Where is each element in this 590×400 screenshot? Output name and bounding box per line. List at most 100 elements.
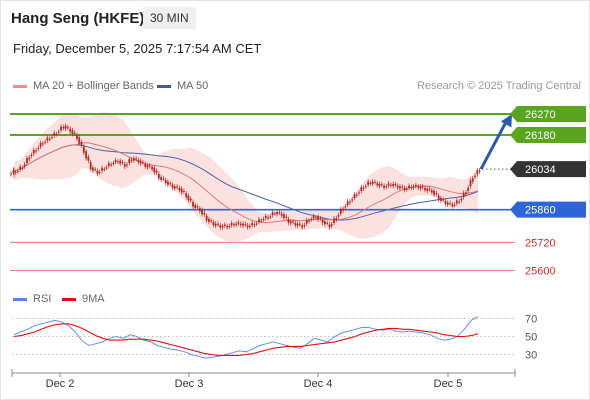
candle-body-6-0 — [51, 137, 53, 139]
candle-body-5-1 — [46, 137, 49, 141]
candle-body-62-2 — [437, 195, 440, 200]
candle-body-29-0 — [207, 219, 210, 222]
candle-body-60-1 — [421, 186, 424, 188]
candle-body-39-1 — [278, 212, 281, 214]
candle-body-29-2 — [212, 222, 215, 226]
candle-body-11-1 — [87, 156, 90, 161]
level-tag-1 — [510, 127, 586, 143]
candle-body-10-0 — [78, 137, 81, 144]
candle-body-49-1 — [346, 201, 349, 205]
candle-body-41-0 — [289, 221, 292, 224]
candle-body-31-0 — [221, 226, 224, 228]
candle-body-10-1 — [80, 142, 83, 146]
candle-body-28-1 — [203, 212, 206, 215]
candle-body-63-2 — [444, 201, 447, 205]
candle-body-52-1 — [367, 181, 370, 185]
candle-body-38-0 — [269, 216, 272, 218]
candle-body-40-0 — [283, 214, 285, 219]
candle-body-16-0 — [119, 160, 122, 164]
candle-body-63-0 — [439, 198, 442, 201]
candle-body-46-1 — [326, 222, 329, 224]
candle-body-13-0 — [98, 172, 101, 174]
candle-body-47-1 — [333, 218, 335, 223]
candle-body-22-2 — [164, 180, 167, 184]
candle-body-59-0 — [412, 186, 415, 188]
candle-body-13-2 — [103, 169, 106, 171]
candle-body-21-2 — [157, 173, 160, 179]
candle-body-35-1 — [251, 223, 254, 226]
candle-body-45-1 — [319, 218, 322, 220]
candle-body-0-0 — [10, 173, 12, 175]
candle-body-56-0 — [392, 184, 395, 187]
rsi-tick-label-0: 70 — [525, 314, 537, 326]
candles-group — [10, 123, 481, 230]
bollinger-band — [14, 112, 478, 242]
datetime-label: Friday, December 5, 2025 7:17:54 AM CET — [13, 41, 262, 56]
candle-body-67-2 — [471, 178, 474, 182]
candle-body-18-2 — [137, 159, 140, 163]
candle-body-13-1 — [101, 167, 103, 171]
level-tag-3 — [510, 201, 586, 218]
candle-body-3-2 — [35, 150, 37, 152]
candle-body-57-0 — [399, 186, 401, 189]
x-tick-label-0: Dec 2 — [46, 378, 75, 390]
rsi-tick-label-1: 50 — [525, 332, 537, 344]
level-tag-0 — [510, 106, 586, 122]
candle-body-36-2 — [260, 220, 263, 222]
candle-body-19-1 — [142, 162, 144, 164]
candle-body-35-2 — [253, 224, 256, 226]
candle-body-51-2 — [362, 187, 365, 189]
candle-body-54-2 — [383, 185, 385, 188]
candle-body-32-0 — [228, 226, 231, 227]
candle-body-37-2 — [267, 217, 269, 219]
candle-body-2-0 — [23, 164, 26, 167]
candle-body-65-2 — [458, 201, 461, 203]
candle-body-35-0 — [248, 226, 251, 227]
candle-body-33-1 — [237, 222, 240, 224]
candle-body-1-1 — [19, 166, 22, 170]
candle-body-65-1 — [455, 200, 458, 204]
candle-body-38-2 — [273, 213, 276, 215]
candle-body-48-2 — [342, 208, 345, 211]
candle-body-52-0 — [364, 186, 367, 188]
timeframe-badge[interactable]: 30 MIN — [143, 7, 196, 29]
candle-body-11-0 — [85, 151, 87, 159]
level-label-2: 26034 — [525, 164, 556, 176]
candle-body-67-1 — [469, 180, 472, 187]
candle-body-15-1 — [114, 160, 117, 163]
candle-body-5-0 — [44, 141, 47, 143]
candle-body-55-1 — [387, 183, 390, 186]
candle-body-49-2 — [349, 201, 351, 203]
rsi-ma-line — [13, 323, 479, 356]
candle-body-12-2 — [96, 170, 99, 174]
candle-body-34-1 — [244, 223, 247, 225]
level-label-4: 25720 — [525, 237, 556, 249]
candle-body-37-1 — [264, 216, 267, 219]
candle-body-23-2 — [171, 184, 174, 188]
candle-body-11-2 — [89, 162, 92, 170]
candle-body-45-2 — [321, 219, 324, 223]
candle-body-23-0 — [167, 181, 169, 185]
legend-ma50: MA 50 — [157, 80, 208, 92]
candle-body-3-0 — [30, 155, 33, 157]
candle-body-19-0 — [139, 160, 142, 164]
candle-body-33-2 — [239, 223, 242, 226]
x-tick-label-1: Dec 3 — [175, 378, 204, 390]
legend-rsi-ma: 9MA — [62, 293, 105, 305]
candle-body-44-2 — [314, 217, 317, 219]
candle-body-62-0 — [433, 191, 435, 195]
level-tag-2 — [510, 161, 586, 178]
candle-body-10-2 — [82, 146, 85, 153]
candle-body-32-2 — [233, 224, 235, 226]
candle-body-46-0 — [323, 221, 326, 225]
candle-body-44-1 — [312, 216, 315, 219]
candle-body-61-0 — [426, 188, 429, 191]
candle-body-33-0 — [235, 223, 238, 226]
candle-body-42-0 — [296, 223, 299, 226]
candle-body-45-0 — [317, 216, 319, 220]
rsi-label: RSI — [33, 293, 52, 305]
candle-body-64-0 — [446, 202, 449, 205]
candle-body-18-1 — [135, 158, 138, 160]
level-label-0: 26270 — [525, 109, 556, 121]
candle-body-19-2 — [144, 163, 147, 167]
